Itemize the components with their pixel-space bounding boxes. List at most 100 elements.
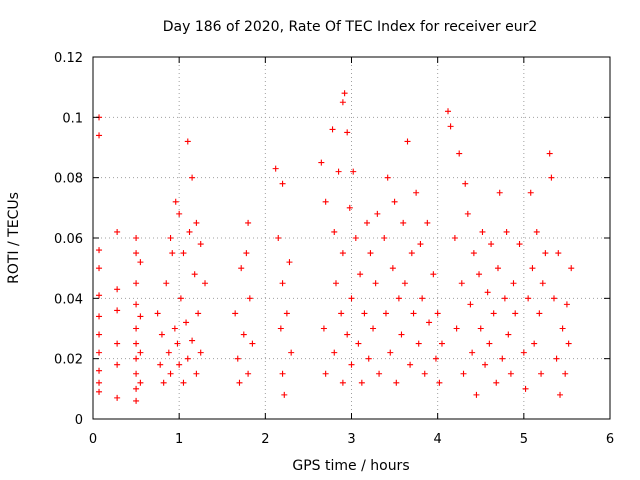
data-point xyxy=(451,235,458,241)
data-point xyxy=(501,295,508,302)
data-point xyxy=(160,379,167,386)
data-point xyxy=(96,247,103,254)
data-point xyxy=(398,331,405,338)
data-point xyxy=(320,325,327,332)
data-point xyxy=(361,310,368,317)
y-tick-label: 0.08 xyxy=(54,172,83,187)
data-point xyxy=(202,280,209,287)
data-point xyxy=(376,370,383,377)
data-point xyxy=(529,265,536,272)
data-point xyxy=(137,379,144,386)
data-point xyxy=(176,361,183,368)
data-point xyxy=(555,250,562,257)
data-point xyxy=(512,310,519,317)
data-point xyxy=(133,235,140,241)
data-point xyxy=(177,295,184,302)
data-point xyxy=(460,370,467,377)
data-point xyxy=(137,313,144,320)
data-point xyxy=(277,325,284,332)
data-point xyxy=(344,331,351,338)
data-point xyxy=(400,219,407,226)
data-point xyxy=(329,126,336,133)
data-point xyxy=(114,228,121,235)
data-point xyxy=(133,250,140,257)
data-point xyxy=(503,228,510,235)
y-axis-label: ROTI / TECUs xyxy=(6,192,22,284)
data-point xyxy=(96,132,103,139)
data-point xyxy=(494,265,501,272)
data-point xyxy=(505,331,512,338)
data-point xyxy=(114,361,121,368)
data-point xyxy=(288,349,295,356)
y-tick-label: 0.02 xyxy=(54,353,83,368)
data-point xyxy=(410,310,417,317)
data-point xyxy=(344,129,351,136)
data-point xyxy=(114,307,121,314)
data-point xyxy=(367,250,374,257)
data-point xyxy=(234,355,241,362)
data-point xyxy=(245,219,252,226)
data-point xyxy=(374,210,381,217)
data-point xyxy=(387,349,394,356)
y-tick-label: 0 xyxy=(75,413,83,428)
data-point xyxy=(96,313,103,320)
x-tick-label: 4 xyxy=(434,432,442,447)
data-point xyxy=(236,379,243,386)
x-tick-label: 1 xyxy=(175,432,183,447)
data-point xyxy=(133,385,140,392)
data-point xyxy=(133,370,140,377)
data-point xyxy=(408,250,415,257)
data-point xyxy=(174,340,181,347)
data-point xyxy=(346,204,353,211)
data-point xyxy=(401,280,408,287)
data-point xyxy=(484,289,491,296)
data-point xyxy=(499,355,506,362)
grid-lines xyxy=(93,57,610,419)
data-point xyxy=(133,397,140,404)
data-point xyxy=(469,349,476,356)
data-point xyxy=(531,340,538,347)
data-point xyxy=(96,292,103,299)
data-point xyxy=(488,241,495,248)
data-point xyxy=(167,370,174,377)
data-point xyxy=(197,349,204,356)
data-point xyxy=(525,295,532,302)
data-point xyxy=(339,250,346,257)
data-point xyxy=(395,295,402,302)
data-point xyxy=(417,241,424,248)
data-point xyxy=(458,280,465,287)
data-point xyxy=(355,340,362,347)
data-point xyxy=(430,271,437,278)
data-point xyxy=(186,228,193,235)
data-point xyxy=(246,295,253,302)
data-point xyxy=(279,370,286,377)
data-point xyxy=(476,271,483,278)
data-point xyxy=(163,280,170,287)
data-points xyxy=(96,90,575,404)
data-point xyxy=(137,259,144,266)
data-point xyxy=(184,355,191,362)
data-point xyxy=(407,361,414,368)
data-point xyxy=(382,310,389,317)
data-point xyxy=(272,165,279,172)
data-point xyxy=(421,370,428,377)
x-axis-label: GPS time / hours xyxy=(292,458,409,474)
data-point xyxy=(364,219,371,226)
data-point xyxy=(133,340,140,347)
chart-title: Day 186 of 2020, Rate Of TEC Index for r… xyxy=(163,19,538,35)
data-point xyxy=(415,340,422,347)
data-point xyxy=(453,325,460,332)
data-point xyxy=(171,325,178,332)
x-tick-label: 3 xyxy=(347,432,355,447)
data-point xyxy=(245,370,252,377)
data-point xyxy=(473,391,480,398)
data-point xyxy=(424,219,431,226)
data-point xyxy=(350,168,357,175)
data-point xyxy=(331,228,338,235)
data-point xyxy=(96,265,103,272)
data-point xyxy=(389,265,396,272)
data-point xyxy=(96,349,103,356)
data-point xyxy=(183,319,190,326)
data-point xyxy=(133,280,140,287)
data-point xyxy=(527,189,534,196)
